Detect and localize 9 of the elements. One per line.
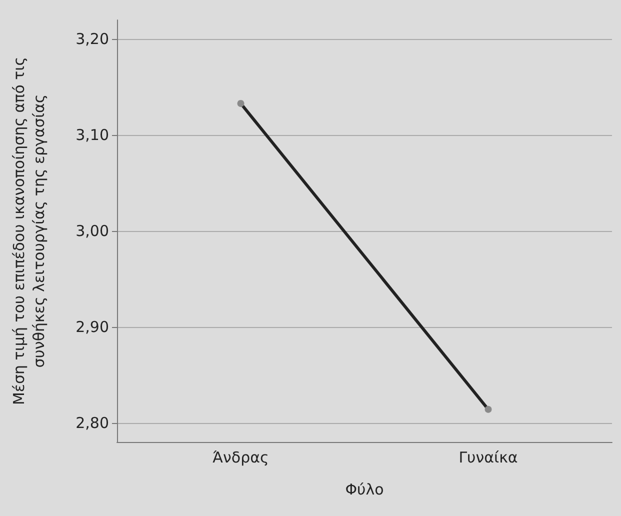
y-tick-label: 3,10 (76, 126, 109, 144)
y-axis-title: Μέση τιμή του επιπέδου ικανοποίησης από τις συνθήκες λειτουργίας της εργασίας (10, 56, 48, 406)
y-tick-label: 3,00 (76, 222, 109, 240)
x-tick-label: Γυναίκα (458, 448, 518, 466)
y-tick-label: 2,90 (76, 318, 109, 336)
x-axis-title: Φύλο (345, 480, 384, 498)
x-tick-label: Άνδρας (212, 448, 269, 466)
y-tick-label: 3,20 (76, 30, 109, 48)
y-tick-label: 2,80 (76, 414, 109, 432)
